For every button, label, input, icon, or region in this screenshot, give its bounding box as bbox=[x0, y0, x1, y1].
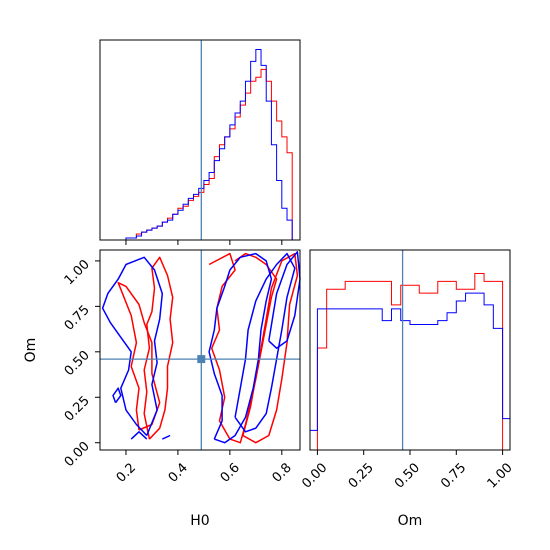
hist-om-frame bbox=[309, 249, 511, 451]
hist-om-panel: 0.00 0.25 0.50 0.75 1.00 Om bbox=[299, 249, 516, 529]
hist-om-xtick-label: 0.50 bbox=[392, 460, 423, 491]
hist-h0-panel bbox=[99, 39, 301, 245]
contour-series-1-3 bbox=[268, 251, 301, 349]
hist-om-xtick-label: 0.75 bbox=[438, 460, 469, 491]
hist-om-series-0 bbox=[310, 273, 510, 451]
contour-series-1-5 bbox=[130, 431, 148, 440]
truth-marker bbox=[197, 355, 206, 364]
contour-series-0-1 bbox=[117, 281, 161, 431]
contour-series-1-6 bbox=[161, 434, 171, 440]
joint-xtick-label: 0.8 bbox=[270, 460, 295, 485]
contour-series-1-4 bbox=[112, 387, 122, 404]
joint-ytick-label: 0.50 bbox=[62, 348, 93, 379]
joint-frame bbox=[99, 249, 301, 451]
joint-xtick-label: 0.2 bbox=[114, 460, 139, 485]
contour-series-0-2 bbox=[208, 252, 278, 444]
contour-series-1-1 bbox=[208, 252, 273, 444]
hist-h0-series-0 bbox=[100, 68, 293, 241]
hist-h0-frame bbox=[99, 39, 301, 241]
contour-series-1-2 bbox=[234, 252, 296, 433]
ylabel-om: Om bbox=[23, 338, 39, 363]
contour-series-1-0 bbox=[101, 256, 164, 437]
joint-xtick-label: 0.4 bbox=[166, 460, 191, 485]
joint-panel: 0.2 0.4 0.6 0.8 0.00 0.25 0.50 0.75 1.00 H0 Om bbox=[23, 249, 301, 529]
joint-ytick-label: 0.00 bbox=[62, 439, 93, 470]
hist-om-xtick-label: 1.00 bbox=[485, 460, 516, 491]
contour-series-0-0 bbox=[143, 256, 174, 440]
xlabel-om: Om bbox=[398, 513, 423, 529]
joint-ytick-label: 1.00 bbox=[62, 257, 93, 288]
xlabel-h0: H0 bbox=[190, 513, 209, 529]
joint-xtick-label: 0.6 bbox=[218, 460, 243, 485]
hist-om-series-1 bbox=[309, 292, 511, 450]
joint-ytick-label: 0.75 bbox=[62, 303, 93, 334]
hist-h0-series-1 bbox=[100, 49, 293, 241]
hist-om-xtick-label: 0.25 bbox=[346, 460, 377, 491]
hist-om-xtick-label: 0.00 bbox=[299, 460, 330, 491]
joint-ytick-label: 0.25 bbox=[62, 393, 93, 424]
